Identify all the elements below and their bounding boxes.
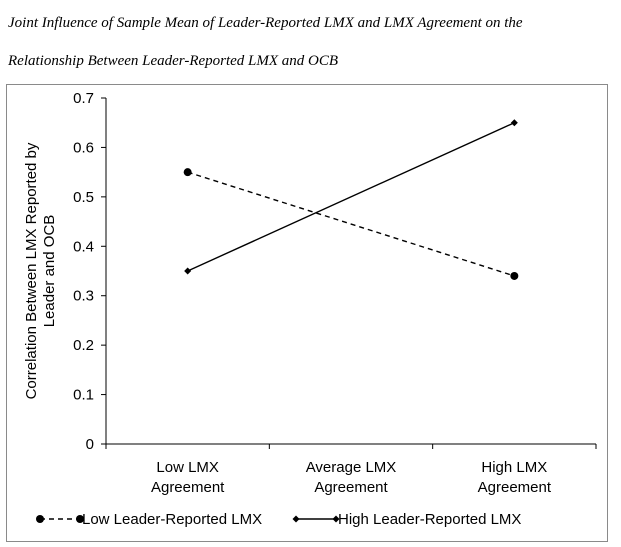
y-tick-label: 0.7 bbox=[73, 90, 94, 107]
y-tick-label: 0 bbox=[86, 436, 94, 453]
caption-line-1: Joint Influence of Sample Mean of Leader… bbox=[8, 15, 523, 31]
legend-label: High Leader-Reported LMX bbox=[338, 511, 521, 528]
data-point bbox=[510, 271, 519, 280]
series-line-low-leader-reported-lmx bbox=[187, 171, 515, 277]
data-point bbox=[184, 267, 192, 275]
x-tick-label: Average LMX bbox=[306, 459, 397, 476]
legend-marker bbox=[292, 515, 300, 523]
figure-caption: Joint Influence of Sample Mean of Leader… bbox=[8, 4, 618, 80]
y-tick-label: 0.4 bbox=[73, 238, 94, 255]
x-tick-label-line2: Agreement bbox=[314, 479, 388, 496]
caption-line-2: Relationship Between Leader-Reported LMX… bbox=[8, 53, 339, 69]
data-point bbox=[510, 119, 518, 127]
legend-marker bbox=[332, 515, 340, 523]
y-axis-title-line1: Correlation Between LMX Reported by bbox=[23, 142, 40, 399]
chart-frame bbox=[6, 84, 608, 542]
y-tick-label: 0.3 bbox=[73, 288, 94, 305]
x-tick-label-line2: Agreement bbox=[478, 479, 552, 496]
legend-marker bbox=[76, 515, 84, 523]
x-tick-label-line2: Agreement bbox=[151, 479, 225, 496]
legend-marker bbox=[36, 515, 44, 523]
x-tick-label: Low LMX bbox=[156, 459, 219, 476]
series-line-high-leader-reported-lmx bbox=[187, 122, 515, 272]
y-tick-label: 0.5 bbox=[73, 189, 94, 206]
data-point bbox=[183, 168, 192, 177]
y-tick-label: 0.2 bbox=[73, 337, 94, 354]
y-tick-label: 0.1 bbox=[73, 387, 94, 404]
y-tick-label: 0.6 bbox=[73, 139, 94, 156]
x-tick-label: High LMX bbox=[481, 459, 547, 476]
y-axis-title-line2: Leader and OCB bbox=[41, 215, 58, 328]
legend-label: Low Leader-Reported LMX bbox=[82, 511, 262, 528]
